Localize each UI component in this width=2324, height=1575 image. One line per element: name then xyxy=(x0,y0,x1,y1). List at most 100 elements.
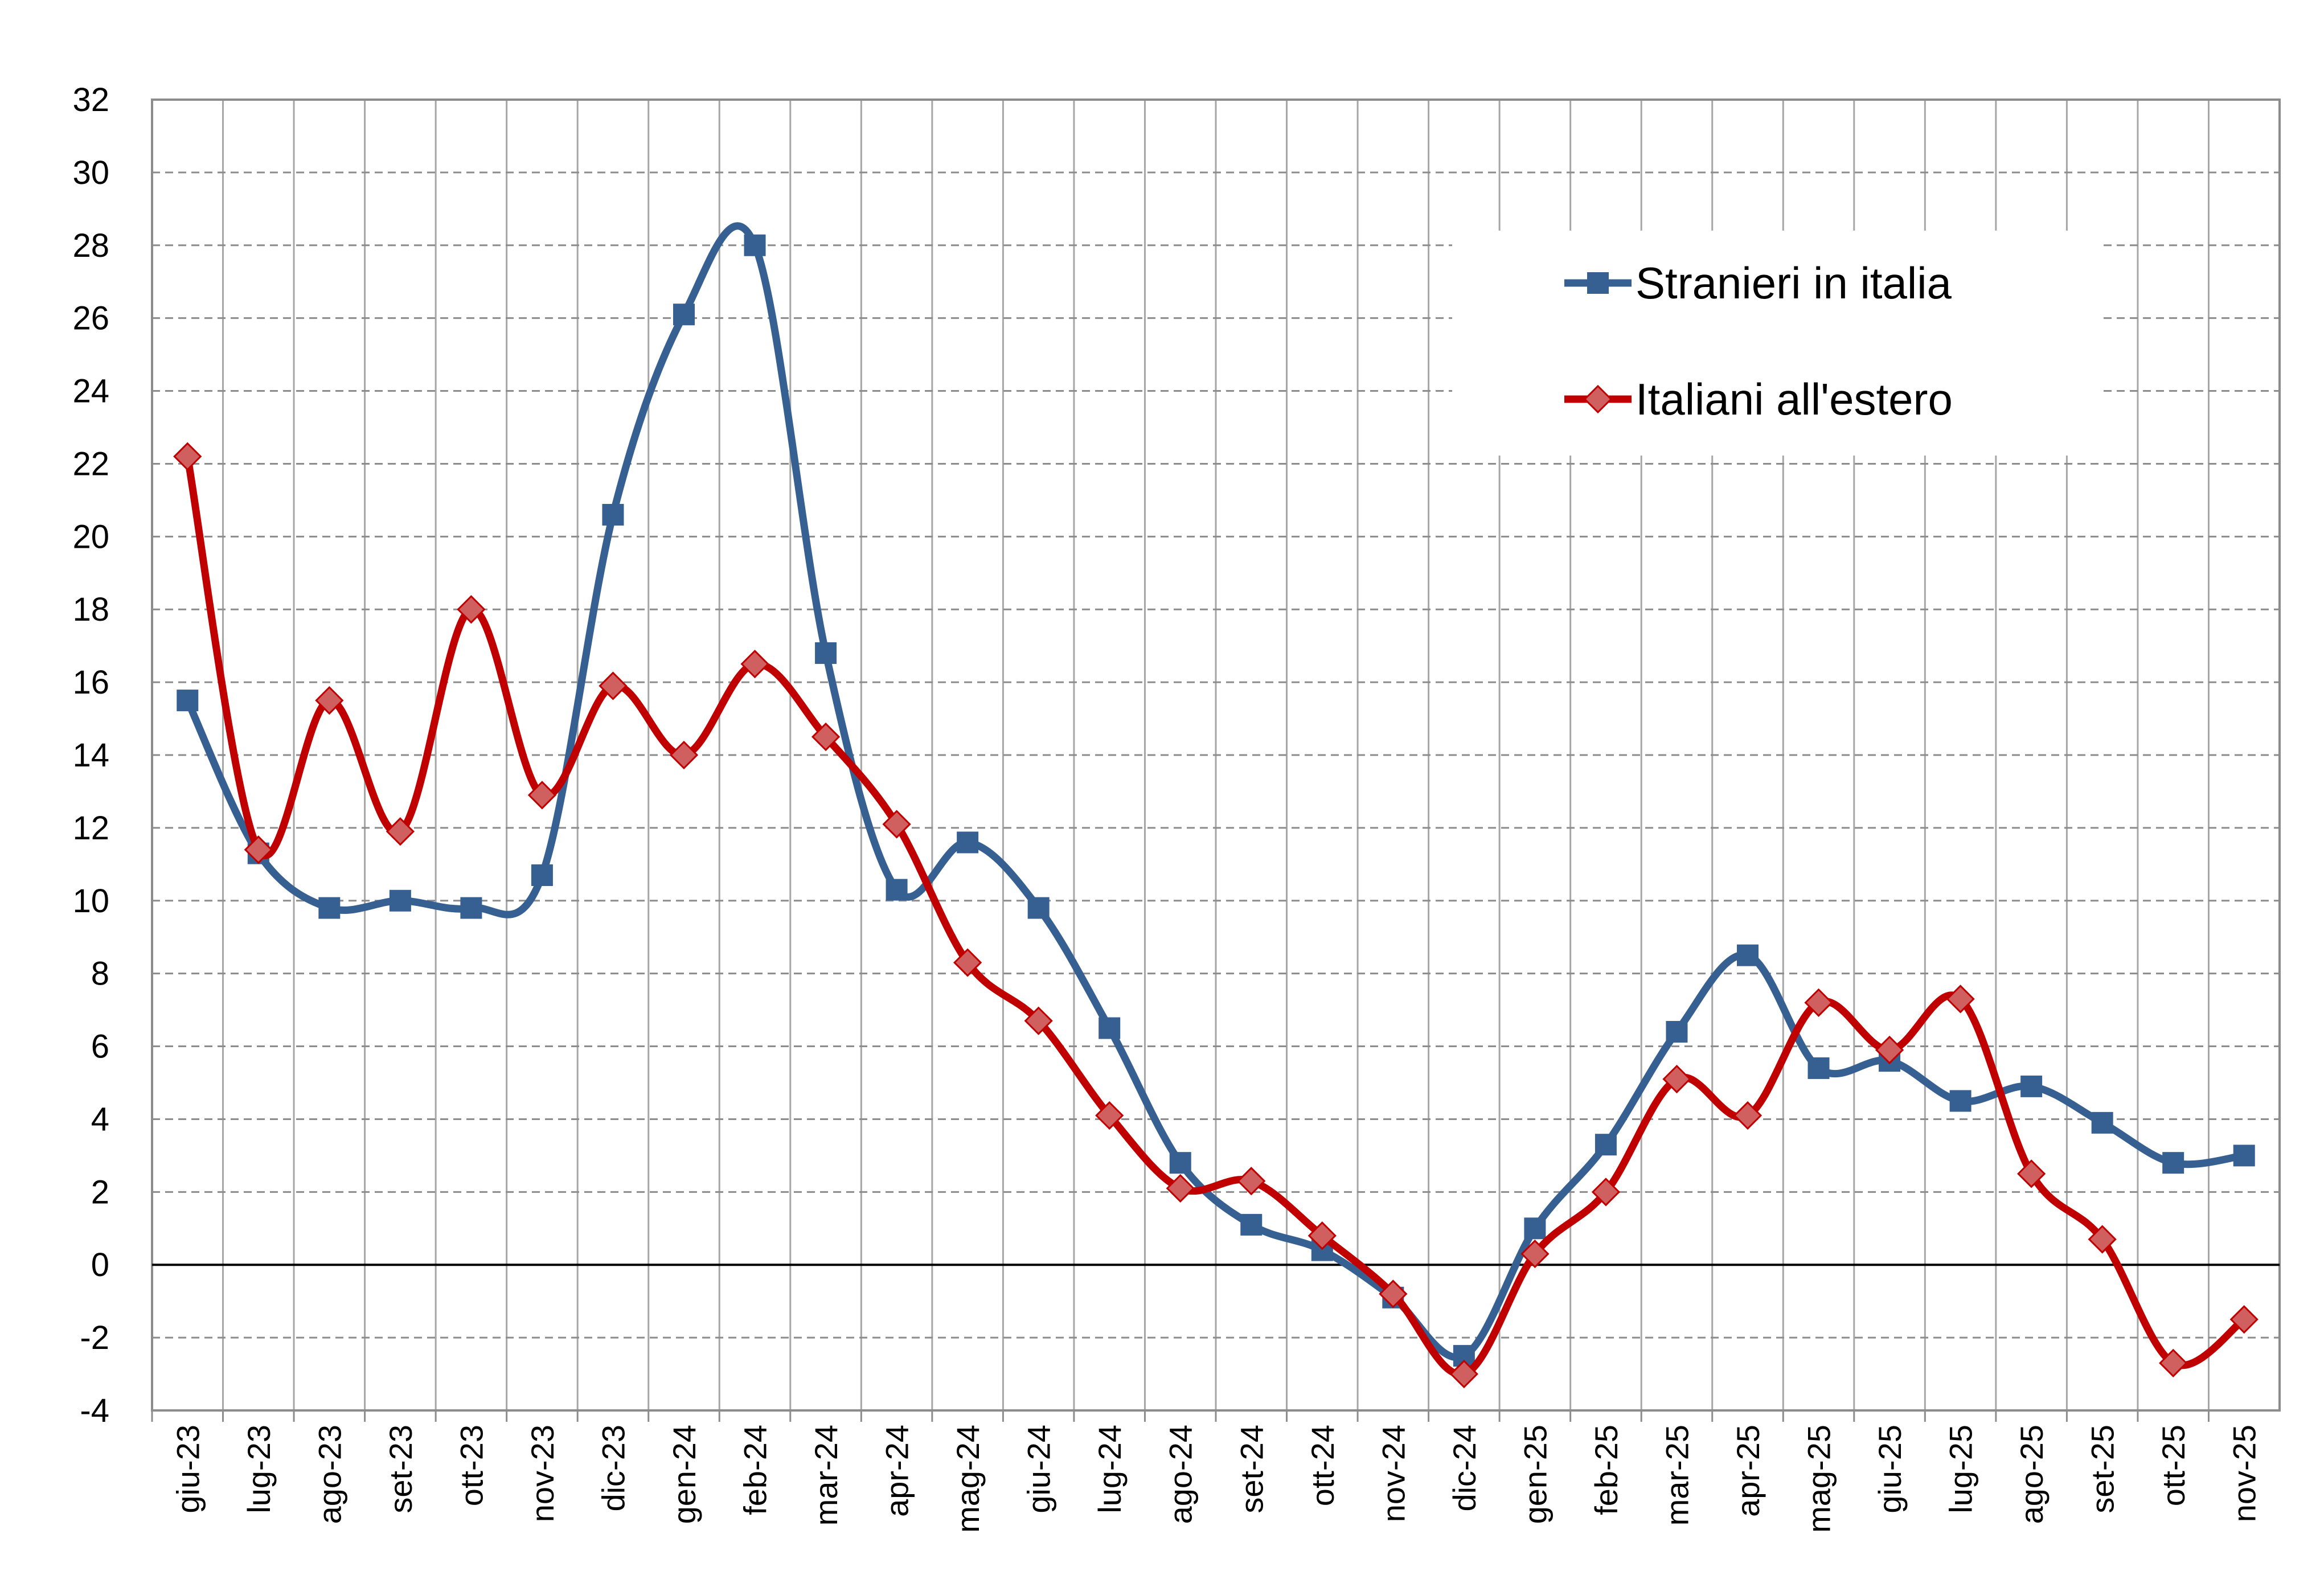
data-point xyxy=(386,817,415,846)
data-point xyxy=(531,864,553,887)
x-tick-label: giu-23 xyxy=(170,1425,206,1514)
data-point xyxy=(1949,1090,1971,1112)
data-point xyxy=(1099,1017,1121,1039)
legend-label: Italiani all'estero xyxy=(1636,374,1953,424)
y-tick-label: 18 xyxy=(72,591,109,628)
y-tick-label: 26 xyxy=(72,300,109,337)
y-tick-label: 28 xyxy=(72,227,109,264)
x-tick-label: nov-25 xyxy=(2227,1425,2262,1522)
data-point xyxy=(957,831,979,854)
x-tick-label: nov-24 xyxy=(1375,1425,1411,1522)
x-tick-label: lug-24 xyxy=(1092,1425,1128,1514)
y-tick-label: 10 xyxy=(72,883,109,920)
series-layer xyxy=(173,222,2259,1389)
data-point xyxy=(1662,1064,1691,1094)
data-point xyxy=(457,595,486,624)
data-point xyxy=(1449,1359,1478,1389)
x-tick-label: mag-24 xyxy=(950,1425,986,1533)
y-tick-label: 30 xyxy=(72,154,109,191)
legend-label: Stranieri in italia xyxy=(1636,258,1952,308)
data-point xyxy=(1024,1006,1053,1035)
y-tick-label: 2 xyxy=(91,1174,109,1211)
y-tick-label: 12 xyxy=(72,810,109,847)
x-tick-label: lug-23 xyxy=(241,1425,277,1514)
data-point xyxy=(1875,1035,1904,1065)
legend-diamond-marker xyxy=(1583,384,1613,414)
y-tick-label: 14 xyxy=(72,737,109,774)
data-point xyxy=(173,442,202,471)
data-point xyxy=(1804,988,1833,1017)
data-point xyxy=(1733,1101,1763,1130)
x-tick-label: gen-25 xyxy=(1517,1425,1553,1524)
data-point xyxy=(1666,1020,1688,1043)
data-point xyxy=(1807,1057,1830,1079)
data-point xyxy=(1520,1239,1550,1269)
data-point xyxy=(1237,1167,1266,1196)
grid xyxy=(151,99,2281,1412)
y-tick-label: 22 xyxy=(72,445,109,482)
data-point xyxy=(882,810,911,839)
data-point xyxy=(177,690,199,712)
x-tick-label: lug-25 xyxy=(1943,1425,1979,1514)
data-point xyxy=(669,740,699,770)
y-tick-label: 32 xyxy=(72,81,109,118)
x-tick-label: apr-25 xyxy=(1730,1425,1766,1517)
x-tick-label: ott-23 xyxy=(453,1425,489,1506)
data-point xyxy=(673,303,695,326)
data-point xyxy=(1379,1279,1408,1309)
y-tick-label: 16 xyxy=(72,664,109,701)
x-tick-label: giu-24 xyxy=(1021,1425,1057,1514)
x-tick-label: mar-25 xyxy=(1659,1425,1695,1525)
x-tick-label: ago-23 xyxy=(311,1425,347,1524)
data-point xyxy=(460,897,482,919)
legend-box xyxy=(1452,231,2101,456)
data-point xyxy=(2091,1111,2113,1134)
data-point xyxy=(244,835,273,864)
x-tick-label: mar-24 xyxy=(808,1425,844,1525)
data-point xyxy=(1946,985,1975,1014)
y-tick-label: 24 xyxy=(72,373,109,410)
data-point xyxy=(1307,1221,1337,1250)
x-tick-label: giu-25 xyxy=(1872,1425,1908,1514)
data-point xyxy=(1169,1152,1191,1174)
x-tick-label: dic-24 xyxy=(1446,1425,1482,1512)
data-point xyxy=(1095,1101,1124,1130)
x-tick-label: mag-25 xyxy=(1801,1425,1837,1533)
x-tick-label: feb-24 xyxy=(737,1425,773,1515)
data-point xyxy=(318,897,341,919)
y-tick-label: 6 xyxy=(91,1028,109,1065)
y-tick-label: 0 xyxy=(91,1246,109,1283)
data-point xyxy=(2233,1145,2255,1167)
data-point xyxy=(602,503,624,526)
data-point xyxy=(599,671,628,700)
x-tick-label: ott-25 xyxy=(2155,1425,2191,1506)
data-point xyxy=(2088,1225,2117,1254)
y-tick-label: -2 xyxy=(80,1319,109,1356)
data-point xyxy=(2017,1159,2046,1188)
x-axis: giu-23 lug-23 ago-23 set-23 ott-23 nov-23 dic-… xyxy=(151,1410,2262,1533)
x-tick-label: set-24 xyxy=(1233,1425,1269,1514)
data-point xyxy=(2162,1152,2184,1174)
data-point xyxy=(1524,1217,1546,1240)
x-tick-label: gen-24 xyxy=(666,1425,702,1524)
x-tick-label: ott-24 xyxy=(1305,1425,1341,1506)
data-point xyxy=(2020,1075,2043,1097)
x-tick-label: set-25 xyxy=(2085,1425,2121,1514)
data-point xyxy=(744,234,766,256)
data-point xyxy=(1240,1213,1263,1236)
data-point xyxy=(1737,944,1759,966)
data-point xyxy=(815,642,837,664)
x-tick-label: ago-25 xyxy=(2014,1425,2050,1524)
x-tick-label: ago-24 xyxy=(1163,1425,1199,1524)
y-tick-label: 20 xyxy=(72,518,109,555)
x-tick-label: dic-23 xyxy=(595,1425,631,1512)
data-point xyxy=(315,686,344,715)
y-tick-label: 8 xyxy=(91,955,109,992)
data-point xyxy=(2229,1305,2259,1334)
data-point xyxy=(1027,897,1050,919)
data-point xyxy=(740,650,769,679)
data-point xyxy=(2159,1348,2188,1377)
data-point xyxy=(527,781,557,810)
